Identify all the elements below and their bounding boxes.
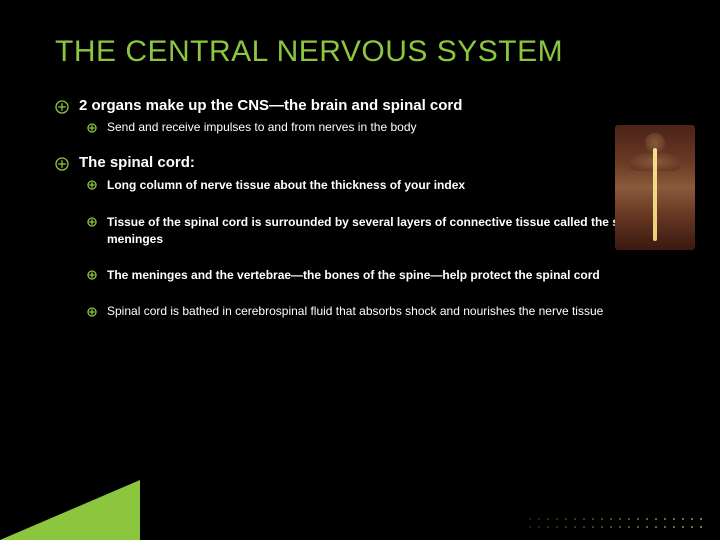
bullet-text: Long column of nerve tissue about the th…	[107, 177, 465, 194]
bullet-icon	[87, 307, 97, 317]
bullet-icon	[87, 270, 97, 280]
bullet-icon	[87, 180, 97, 190]
bullet-item: 2 organs make up the CNS—the brain and s…	[55, 97, 680, 114]
slide-title: THE CENTRAL NERVOUS SYSTEM	[55, 35, 680, 69]
bullet-icon	[87, 123, 97, 133]
bullet-item: Tissue of the spinal cord is surrounded …	[87, 214, 680, 248]
slide: THE CENTRAL NERVOUS SYSTEM 2 organs make…	[0, 0, 720, 540]
content-area: 2 organs make up the CNS—the brain and s…	[55, 97, 680, 318]
bullet-item: The meninges and the vertebrae—the bones…	[87, 267, 680, 284]
corner-accent	[0, 480, 140, 540]
bullet-icon	[87, 217, 97, 227]
bullet-item: The spinal cord:	[55, 154, 680, 171]
bullet-icon	[55, 100, 69, 114]
anatomy-image	[615, 125, 695, 250]
bullet-item: Spinal cord is bathed in cerebrospinal f…	[87, 304, 680, 318]
bullet-item: Send and receive impulses to and from ne…	[87, 120, 680, 134]
anatomy-spine	[653, 148, 657, 242]
bullet-text: The spinal cord:	[79, 154, 195, 171]
bullet-text: Spinal cord is bathed in cerebrospinal f…	[107, 304, 603, 318]
bullet-text: 2 organs make up the CNS—the brain and s…	[79, 97, 462, 114]
decorative-dots	[529, 518, 702, 528]
bullet-text: Send and receive impulses to and from ne…	[107, 120, 417, 134]
bullet-text: The meninges and the vertebrae—the bones…	[107, 267, 600, 284]
bullet-item: Long column of nerve tissue about the th…	[87, 177, 680, 194]
bullet-text: Tissue of the spinal cord is surrounded …	[107, 214, 680, 248]
bullet-icon	[55, 157, 69, 171]
